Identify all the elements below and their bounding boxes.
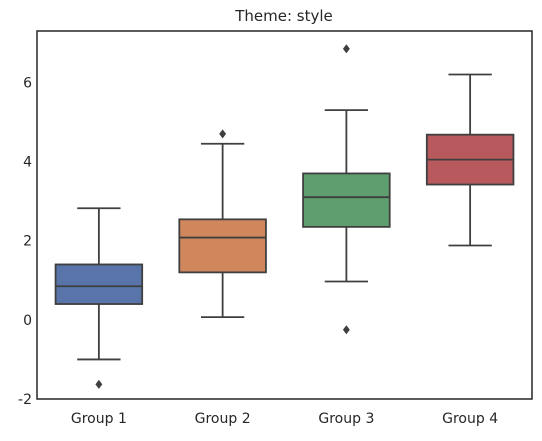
y-tick-label: 2	[23, 234, 32, 250]
iqr-box	[178, 218, 267, 274]
x-tick-label: Group 2	[195, 411, 251, 427]
axes-layer: Group 1 Group 2 Group 3 Group 4 -2 0 2 4 6	[18, 75, 498, 427]
y-tick-label: 6	[23, 75, 32, 91]
y-tick-label: 4	[23, 155, 32, 171]
outlier-point	[342, 44, 350, 54]
box-group	[425, 73, 515, 247]
box-group	[54, 207, 144, 389]
outlier-point	[342, 325, 350, 335]
chart-title: Theme: style	[234, 7, 333, 25]
y-tick-label: -2	[18, 392, 32, 408]
iqr-box	[302, 172, 391, 228]
x-tick-label: Group 3	[318, 411, 374, 427]
x-tick-label: Group 4	[442, 411, 498, 427]
x-tick-label: Group 1	[71, 411, 127, 427]
outlier-point	[95, 379, 103, 389]
box-group	[178, 129, 267, 318]
plot-frame	[36, 30, 533, 400]
y-tick-label: 0	[23, 313, 32, 329]
iqr-box	[54, 263, 144, 305]
outlier-point	[219, 129, 227, 139]
plot-marks	[54, 44, 515, 389]
box-group	[302, 44, 391, 335]
